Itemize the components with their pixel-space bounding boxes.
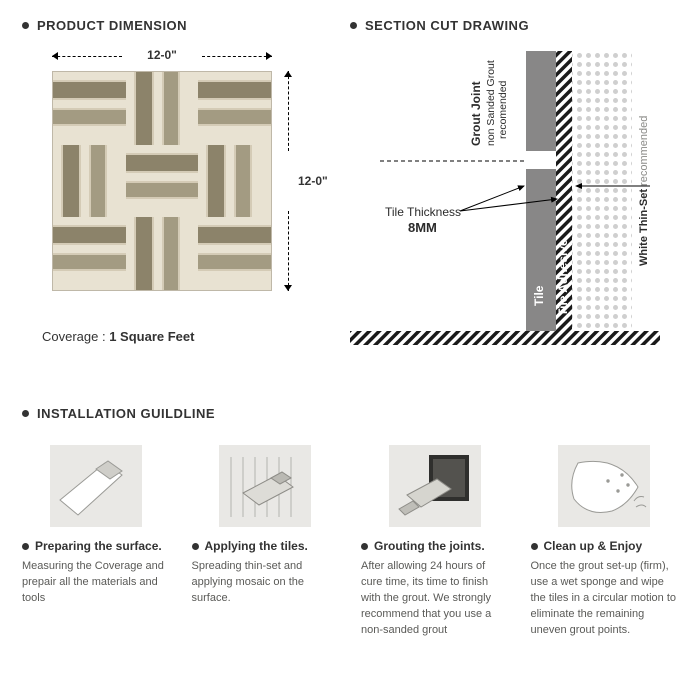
- section-cut-figure: Tile Tile Adhesive Grout Joint non Sande…: [350, 51, 660, 351]
- cleanup-icon: [558, 445, 650, 527]
- guideline-heading-text: INSTALLATION GUILDLINE: [37, 406, 215, 421]
- coverage-value: 1 Square Feet: [109, 329, 194, 344]
- svg-text:recomended: recomended: [497, 80, 509, 139]
- step-title: Preparing the surface.: [22, 539, 170, 553]
- step-desc: After allowing 24 hours of cure time, it…: [361, 559, 509, 639]
- bullet-icon: [361, 543, 368, 550]
- step-desc: Measuring the Coverage and prepair all t…: [22, 559, 170, 607]
- svg-text:Tile Adhesive: Tile Adhesive: [556, 239, 570, 316]
- section-cut-heading: SECTION CUT DRAWING: [350, 18, 678, 33]
- step-desc: Spreading thin-set and applying mosaic o…: [192, 559, 340, 607]
- apply-icon: [219, 445, 311, 527]
- product-dimension-panel: PRODUCT DIMENSION 12-0" 12-0" Coverage :…: [22, 18, 350, 388]
- guideline-heading: INSTALLATION GUILDLINE: [22, 406, 678, 421]
- step-grouting: Grouting the joints. After allowing 24 h…: [361, 445, 509, 639]
- prepare-icon: [50, 445, 142, 527]
- section-cut-heading-text: SECTION CUT DRAWING: [365, 18, 529, 33]
- bullet-icon: [350, 22, 357, 29]
- step-preparing: Preparing the surface. Measuring the Cov…: [22, 445, 170, 639]
- width-value: 12-0": [147, 48, 177, 62]
- coverage-label: Coverage :: [42, 329, 106, 344]
- grout-icon: [389, 445, 481, 527]
- step-title: Applying the tiles.: [192, 539, 340, 553]
- product-dimension-heading: PRODUCT DIMENSION: [22, 18, 350, 33]
- bullet-icon: [22, 543, 29, 550]
- height-dimension: 12-0": [280, 71, 330, 291]
- steps-row: Preparing the surface. Measuring the Cov…: [22, 445, 678, 639]
- step-cleanup: Clean up & Enjoy Once the grout set-up (…: [531, 445, 679, 639]
- step-desc: Once the grout set-up (firm), use a wet …: [531, 559, 679, 639]
- svg-text:Tile Thickness: Tile Thickness: [385, 205, 461, 219]
- bullet-icon: [192, 543, 199, 550]
- step-title: Grouting the joints.: [361, 539, 509, 553]
- svg-text:White Thin-Set recommended: White Thin-Set recommended: [638, 116, 650, 266]
- bullet-icon: [531, 543, 538, 550]
- section-cut-panel: SECTION CUT DRAWING: [350, 18, 678, 388]
- tile-swatch: [52, 71, 272, 291]
- step-title: Clean up & Enjoy: [531, 539, 679, 553]
- bullet-icon: [22, 22, 29, 29]
- height-value: 12-0": [298, 174, 328, 188]
- svg-text:non Sanded Grout: non Sanded Grout: [485, 60, 497, 146]
- svg-text:Grout Joint: Grout Joint: [469, 81, 483, 146]
- tile-dimension-figure: 12-0" 12-0": [52, 51, 302, 301]
- bullet-icon: [22, 410, 29, 417]
- step-applying: Applying the tiles. Spreading thin-set a…: [192, 445, 340, 639]
- svg-text:8MM: 8MM: [408, 220, 437, 235]
- product-heading-text: PRODUCT DIMENSION: [37, 18, 187, 33]
- coverage-line: Coverage : 1 Square Feet: [42, 329, 350, 344]
- width-dimension: 12-0": [52, 48, 272, 62]
- svg-text:Tile: Tile: [532, 285, 546, 306]
